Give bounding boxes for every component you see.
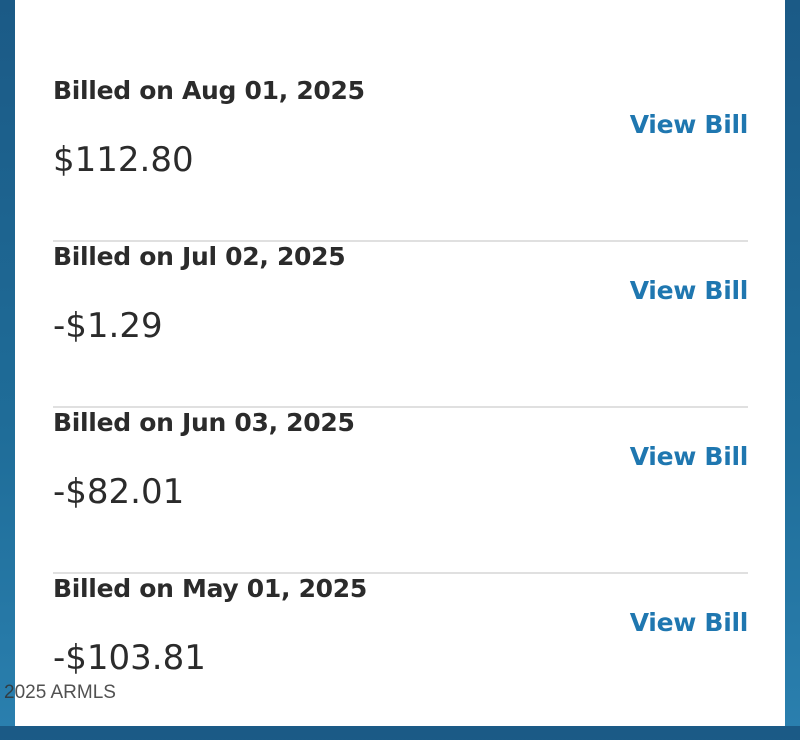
bill-amount: $112.80 (53, 140, 194, 180)
bill-row: Billed on Jul 02, 2025 -$1.29 View Bill (53, 242, 748, 408)
bill-date: Billed on Jun 03, 2025 (53, 408, 355, 437)
bill-row: Billed on Jun 03, 2025 -$82.01 View Bill (53, 408, 748, 574)
view-bill-link[interactable]: View Bill (629, 442, 749, 471)
bill-amount: -$1.29 (53, 306, 163, 346)
divider (53, 406, 748, 408)
bill-date: Billed on Aug 01, 2025 (53, 76, 365, 105)
divider (53, 240, 748, 242)
bill-row: Billed on Aug 01, 2025 $112.80 View Bill (53, 76, 748, 242)
bill-date: Billed on May 01, 2025 (53, 574, 367, 603)
bill-amount: -$82.01 (53, 472, 185, 512)
watermark: 2025 ARMLS (4, 682, 116, 703)
bill-date: Billed on Jul 02, 2025 (53, 242, 346, 271)
divider (53, 572, 748, 574)
view-bill-link[interactable]: View Bill (629, 608, 749, 637)
bill-history-card: Billed on Aug 01, 2025 $112.80 View Bill… (15, 0, 785, 726)
bill-amount: -$103.81 (53, 638, 206, 678)
bill-row: Billed on May 01, 2025 -$103.81 View Bil… (53, 574, 748, 740)
view-bill-link[interactable]: View Bill (629, 110, 749, 139)
view-bill-link[interactable]: View Bill (629, 276, 749, 305)
